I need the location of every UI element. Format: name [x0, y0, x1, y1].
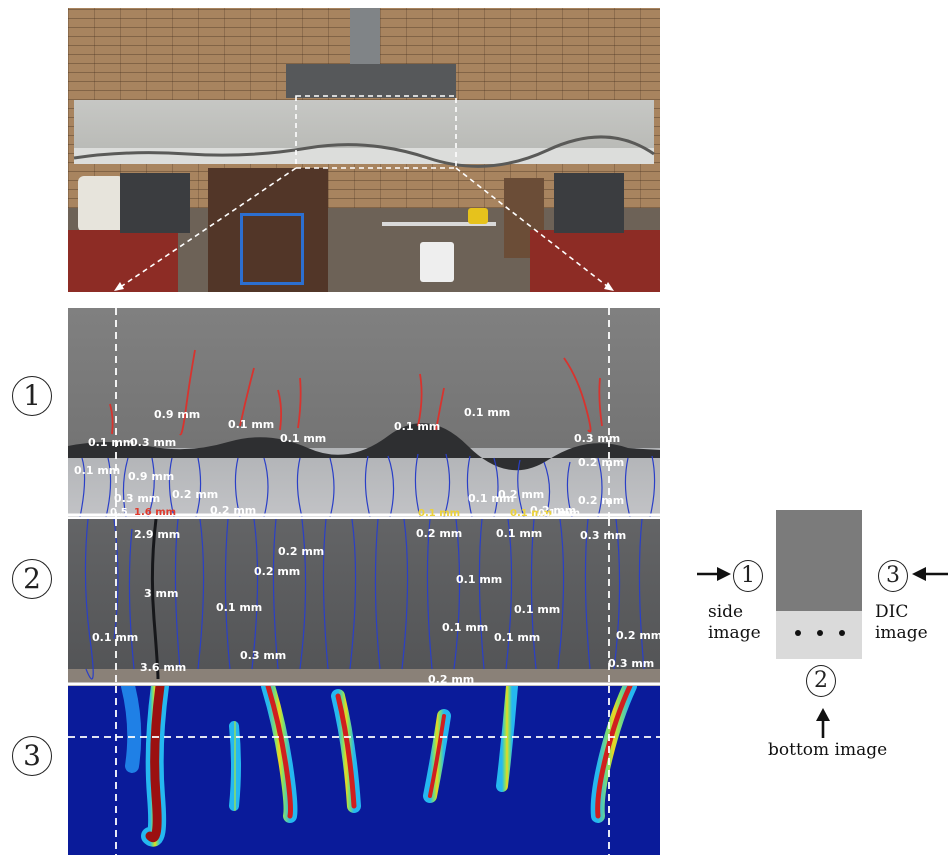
crack-width-label: 0.1 mm: [442, 621, 489, 634]
blue-cracks: [79, 453, 656, 517]
crack-width-label: 1.6 mm: [134, 507, 177, 517]
crack-width-label: 3.6 mm: [140, 661, 187, 674]
crack-width-label: 0.9 mm: [128, 470, 175, 483]
crack-width-label: 0.1 mm: [494, 631, 541, 644]
dic-label-line1: DIC: [875, 602, 909, 622]
sandbag: [78, 176, 124, 232]
legend-number-2: 2: [806, 665, 836, 697]
crack-width-label: 0.2 mm: [616, 629, 660, 642]
blue-cracks: [84, 519, 645, 680]
crack-width-label: 0.2 mm: [416, 527, 463, 540]
support-left: [120, 173, 190, 233]
zoom-line-right: [455, 167, 613, 291]
crack-width-label: 0.3 mm: [580, 529, 627, 542]
crack-width-label: 0.1 mm: [538, 508, 581, 517]
crack-width-label: 0.2 mm: [530, 504, 577, 517]
side-image-label: side image: [708, 602, 761, 644]
crack-width-label: 0.2 mm: [428, 673, 475, 686]
crack-width-label: 0.3 mm: [240, 649, 287, 662]
dic-label-line2: image: [875, 623, 928, 643]
zoom-rectangle: [295, 95, 457, 169]
crack-width-label: 0.2 mm: [210, 504, 257, 517]
side-label-line2: image: [708, 623, 761, 643]
loading-beam: [286, 64, 456, 98]
arrow-right-icon: [697, 567, 731, 581]
support-base-right: [530, 230, 660, 292]
side-label-line1: side: [708, 602, 744, 622]
concrete-interface: [68, 423, 660, 471]
crack-width-label: 0.2 mm: [578, 494, 625, 507]
crack-width-label: 0.3 mm: [114, 492, 161, 505]
panel-number-3: 3: [12, 736, 52, 776]
bottom-image-panel: 2.9 mm 0.2 mm 0.2 mm 0.1 mm 0.3 mm 0.2 m…: [68, 519, 660, 686]
crack-width-label: 0.3 mm: [574, 432, 621, 445]
crack-width-label: 0.1 mm: [280, 432, 327, 445]
red-cracks: [109, 349, 603, 436]
dic-image-panel: [68, 686, 660, 855]
side-image-panel: 0.9 mm 0.1 mm 0.1 mm 0.1 mm 0.1 mm 0.1 m…: [68, 308, 660, 517]
cross-section-top: [776, 510, 862, 611]
crack-width-label: 0.2 mm: [498, 488, 545, 501]
crack-width-label: 0.1 mm: [464, 406, 511, 419]
crack-width-label: 0.1 mm: [468, 492, 515, 505]
crack-width-label: 0.1 mm: [88, 436, 135, 449]
arrow-left-icon: [912, 567, 948, 581]
panel-number-2: 2: [12, 559, 52, 599]
crack-width-label: 0.1 mm: [510, 508, 553, 517]
zoom-region-overlay: [73, 95, 655, 291]
crack-width-label: 0.1 mm: [228, 418, 275, 431]
crack-width-label: 0.1 mm: [456, 573, 503, 586]
crack-width-label: 0.1 mm: [514, 603, 561, 616]
crack-width-label: 0.1 mm: [74, 464, 121, 477]
crack-width-label: 0.2 mm: [278, 545, 325, 558]
crack-width-label: 0.2 mm: [254, 565, 301, 578]
crack-width-label: 0.1 mm: [92, 631, 139, 644]
reinforcement-dots: [795, 630, 845, 636]
crack-width-label: 0.3 mm: [608, 657, 655, 670]
crack-width-label: 2.9 mm: [134, 528, 181, 541]
legend-number-1: 1: [733, 560, 763, 592]
dic-image-label: DIC image: [875, 602, 928, 644]
crack-width-label: 0.1 mm: [394, 420, 441, 433]
major-crack: [150, 519, 160, 680]
blue-frame: [240, 213, 304, 285]
test-setup-photo: [68, 8, 660, 292]
crack-width-label: 0.1 mm: [496, 527, 543, 540]
work-table: [382, 222, 496, 292]
beam-bottom-layer: [74, 148, 654, 164]
crack-width-label: 0.3 mm: [130, 436, 177, 449]
cabinet: [208, 168, 328, 292]
strain-bands: [121, 686, 637, 847]
beam-edge: [68, 669, 660, 686]
beam-lower-region: [68, 448, 660, 517]
support-right: [554, 173, 624, 233]
side-crack-pattern: [68, 308, 660, 517]
crack-width-label: 0.1 mm: [216, 601, 263, 614]
bottom-image-label: bottom image: [768, 740, 888, 760]
zoom-line-left: [115, 167, 297, 291]
dic-strain-map: [68, 686, 660, 855]
bottom-crack-pattern: [68, 519, 660, 686]
crack-width-label: 0.1 mm: [418, 508, 461, 517]
yellow-container: [468, 208, 488, 224]
bucket: [420, 242, 454, 282]
hydraulic-ram: [350, 8, 380, 66]
legend-number-3: 3: [878, 560, 908, 592]
crack-width-label: 0.9 mm: [154, 408, 201, 421]
arrow-up-icon: [816, 708, 830, 738]
panel-number-1: 1: [12, 376, 52, 416]
crack-width-label: 0.2 mm: [578, 456, 625, 469]
crack-width-label: 0.2 mm: [172, 488, 219, 501]
crack-width-label: 3 mm: [144, 587, 179, 600]
crack-width-label: 0.5: [110, 507, 128, 517]
